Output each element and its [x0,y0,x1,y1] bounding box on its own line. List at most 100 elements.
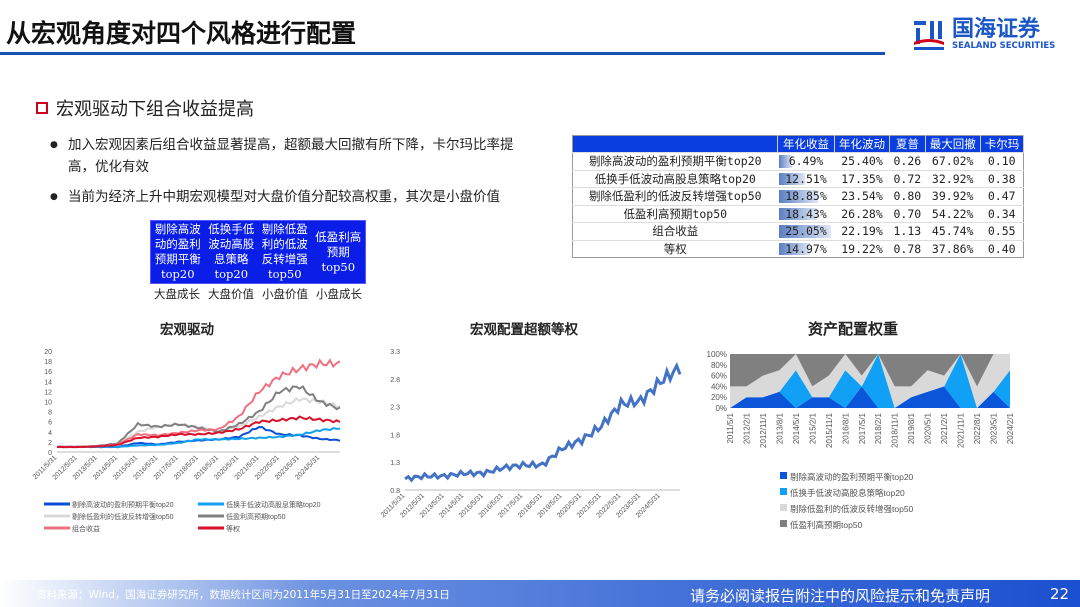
table-header: 卡尔玛 [980,135,1025,153]
cell-value: 12.51% [785,171,827,186]
x-tick-label: 2021/11/1 [957,412,966,448]
y-tick-label: 1.3 [390,460,400,467]
return-cell: 6.49% [777,152,835,170]
table-cell: 37.86% [925,239,981,258]
chart3-title: 资产配置权重 [808,320,899,338]
cell-value: 14.97% [785,241,827,256]
sealand-logo: 国海证券 SEALAND SECURITIES [912,18,1055,52]
area-series [730,354,1010,408]
legend-swatch [780,472,787,479]
table-cell: 0.10 [980,152,1024,170]
series-line [404,361,682,483]
y-tick-label: 10 [44,400,52,407]
databar [778,207,818,220]
legend-swatch [780,520,787,527]
table-cell: 26.28% [834,204,890,223]
legend-label: 剔除高波动的盈利预期平衡top20 [72,500,174,509]
series-line [56,385,341,449]
table-cell: 17.35% [834,169,890,188]
table-cell: 23.54% [834,187,890,205]
x-tick-label: 2019/8/1 [907,412,916,444]
legend-label: 低换手低波动高股息策略top20 [226,500,321,509]
x-tick-label: 2013/8/1 [775,412,784,444]
bullet-2: 当前为经济上升中期宏观模型对大盘价值分配较高权重，其次是小盘价值 [50,186,538,208]
legend-swatch [780,488,787,495]
databar [778,155,793,168]
series-line [56,415,341,449]
row-name: 剔除低盈利的低波反转增强top50 [572,187,778,205]
y-tick-label: 8 [48,410,52,417]
y-tick-label: 14 [44,379,52,386]
area-series [730,386,1010,408]
y-tick-label: 4 [48,430,52,437]
row-name: 等权 [572,239,778,258]
cell-value: 18.85% [785,189,827,204]
x-tick-label: 2018/11/1 [891,412,900,448]
table-cell: 54.22% [925,204,981,223]
charts-canvas: 024681012141618202011/5/312012/5/312013/… [32,349,1015,533]
bullet-1: 加入宏观因素后组合收益显著提高，超额最大回撤有所下降，卡尔玛比率提高，优化有效 [50,134,538,178]
return-cell: 14.97% [777,239,835,258]
table-cell: 32.92% [925,169,981,188]
area-series [730,354,1010,408]
table-header: 年化收益 [777,135,835,153]
return-cell: 18.43% [777,204,835,223]
table-cell: 0.34 [980,204,1024,223]
table-cell: 25.40% [834,152,890,170]
table-cell: 67.02% [925,152,981,170]
logo-cn: 国海证券 [952,17,1041,42]
table-cell: 19.22% [834,239,890,258]
table-cell: 22.19% [834,222,890,240]
y-tick-label: 0% [715,404,727,413]
x-tick-label: 2018/2/1 [874,412,883,444]
table-row: 组合收益 25.05% 22.19% 1.13 45.74% 0.55 [572,222,1024,240]
x-tick-label: 2012/2/1 [742,412,751,444]
table-row: 低盈利高预期top50 18.43% 26.28% 0.70 54.22% 0.34 [572,204,1024,223]
chart2-title: 宏观配置超额等权 [470,322,578,338]
table-cell: 0.55 [980,222,1024,240]
style-box: 剔除高波 动的盈利 预期平衡 top20 [154,222,201,281]
y-tick-label: 0 [48,450,52,457]
section-subtitle: 宏观驱动下组合收益提高 [36,95,254,121]
table-cell: 45.74% [925,222,981,240]
legend-label: 低盈利高预期top50 [226,512,286,521]
row-name: 组合收益 [572,222,778,240]
y-tick-label: 2.8 [390,377,400,384]
disclaimer: 请务必阅读报告附注中的风险提示和免责声明 [690,587,991,605]
row-name: 低换手低波动高股息策略top20 [572,169,778,188]
x-tick-label: 2012/11/1 [759,412,768,448]
table-cell: 0.26 [889,152,926,170]
table-row: 低换手低波动高股息策略top20 12.51% 17.35% 0.72 32.92% 0.… [572,169,1024,188]
table-header: 最大回撤 [925,135,981,153]
y-tick-label: 3.3 [390,349,400,356]
footer-bar [0,580,1080,607]
legend-label: 剔除低盈利的低波反转增强top50 [72,512,174,521]
row-name: 剔除高波动的盈利预期平衡top20 [572,152,778,170]
y-tick-label: 100% [707,350,727,359]
x-tick-label: 2020/5/1 [924,412,933,444]
x-tick-label: 2017/5/1 [858,412,867,444]
legend-label: 剔除高波动的盈利预期平衡top20 [790,472,914,482]
databar [778,242,810,255]
y-tick-label: 2 [48,440,52,447]
table-row: 剔除低盈利的低波反转增强top50 18.85% 23.54% 0.80 39.92% 0… [572,187,1024,205]
return-cell: 25.05% [777,222,835,240]
legend-label: 等权 [226,524,240,533]
y-tick-label: 60% [711,372,727,381]
table-cell: 1.13 [889,222,926,240]
table-row: 剔除高波动的盈利预期平衡top20 6.49% 25.40% 0.26 67.02% 0.… [572,152,1024,170]
style-box: 低盈利高 预期 top50 [315,229,362,274]
table-cell: 0.47 [980,187,1024,205]
title-divider [0,52,885,55]
style-label: 小盘成长 [316,287,362,301]
table-cell: 39.92% [925,187,981,205]
cell-value: 25.05% [785,224,827,239]
cell-value: 6.49% [788,154,824,169]
x-tick-label: 2022/8/1 [973,412,982,444]
x-tick-label: 2015/11/1 [825,412,834,448]
y-tick-label: 12 [44,389,52,396]
logo-mark-icon [914,21,944,50]
style-boxes: 剔除高波 动的盈利 预期平衡 top20 低换手低 波动高股 息策略 top20… [150,220,366,284]
page-title: 从宏观角度对四个风格进行配置 [6,19,357,48]
style-label: 大盘成长 [154,287,200,301]
